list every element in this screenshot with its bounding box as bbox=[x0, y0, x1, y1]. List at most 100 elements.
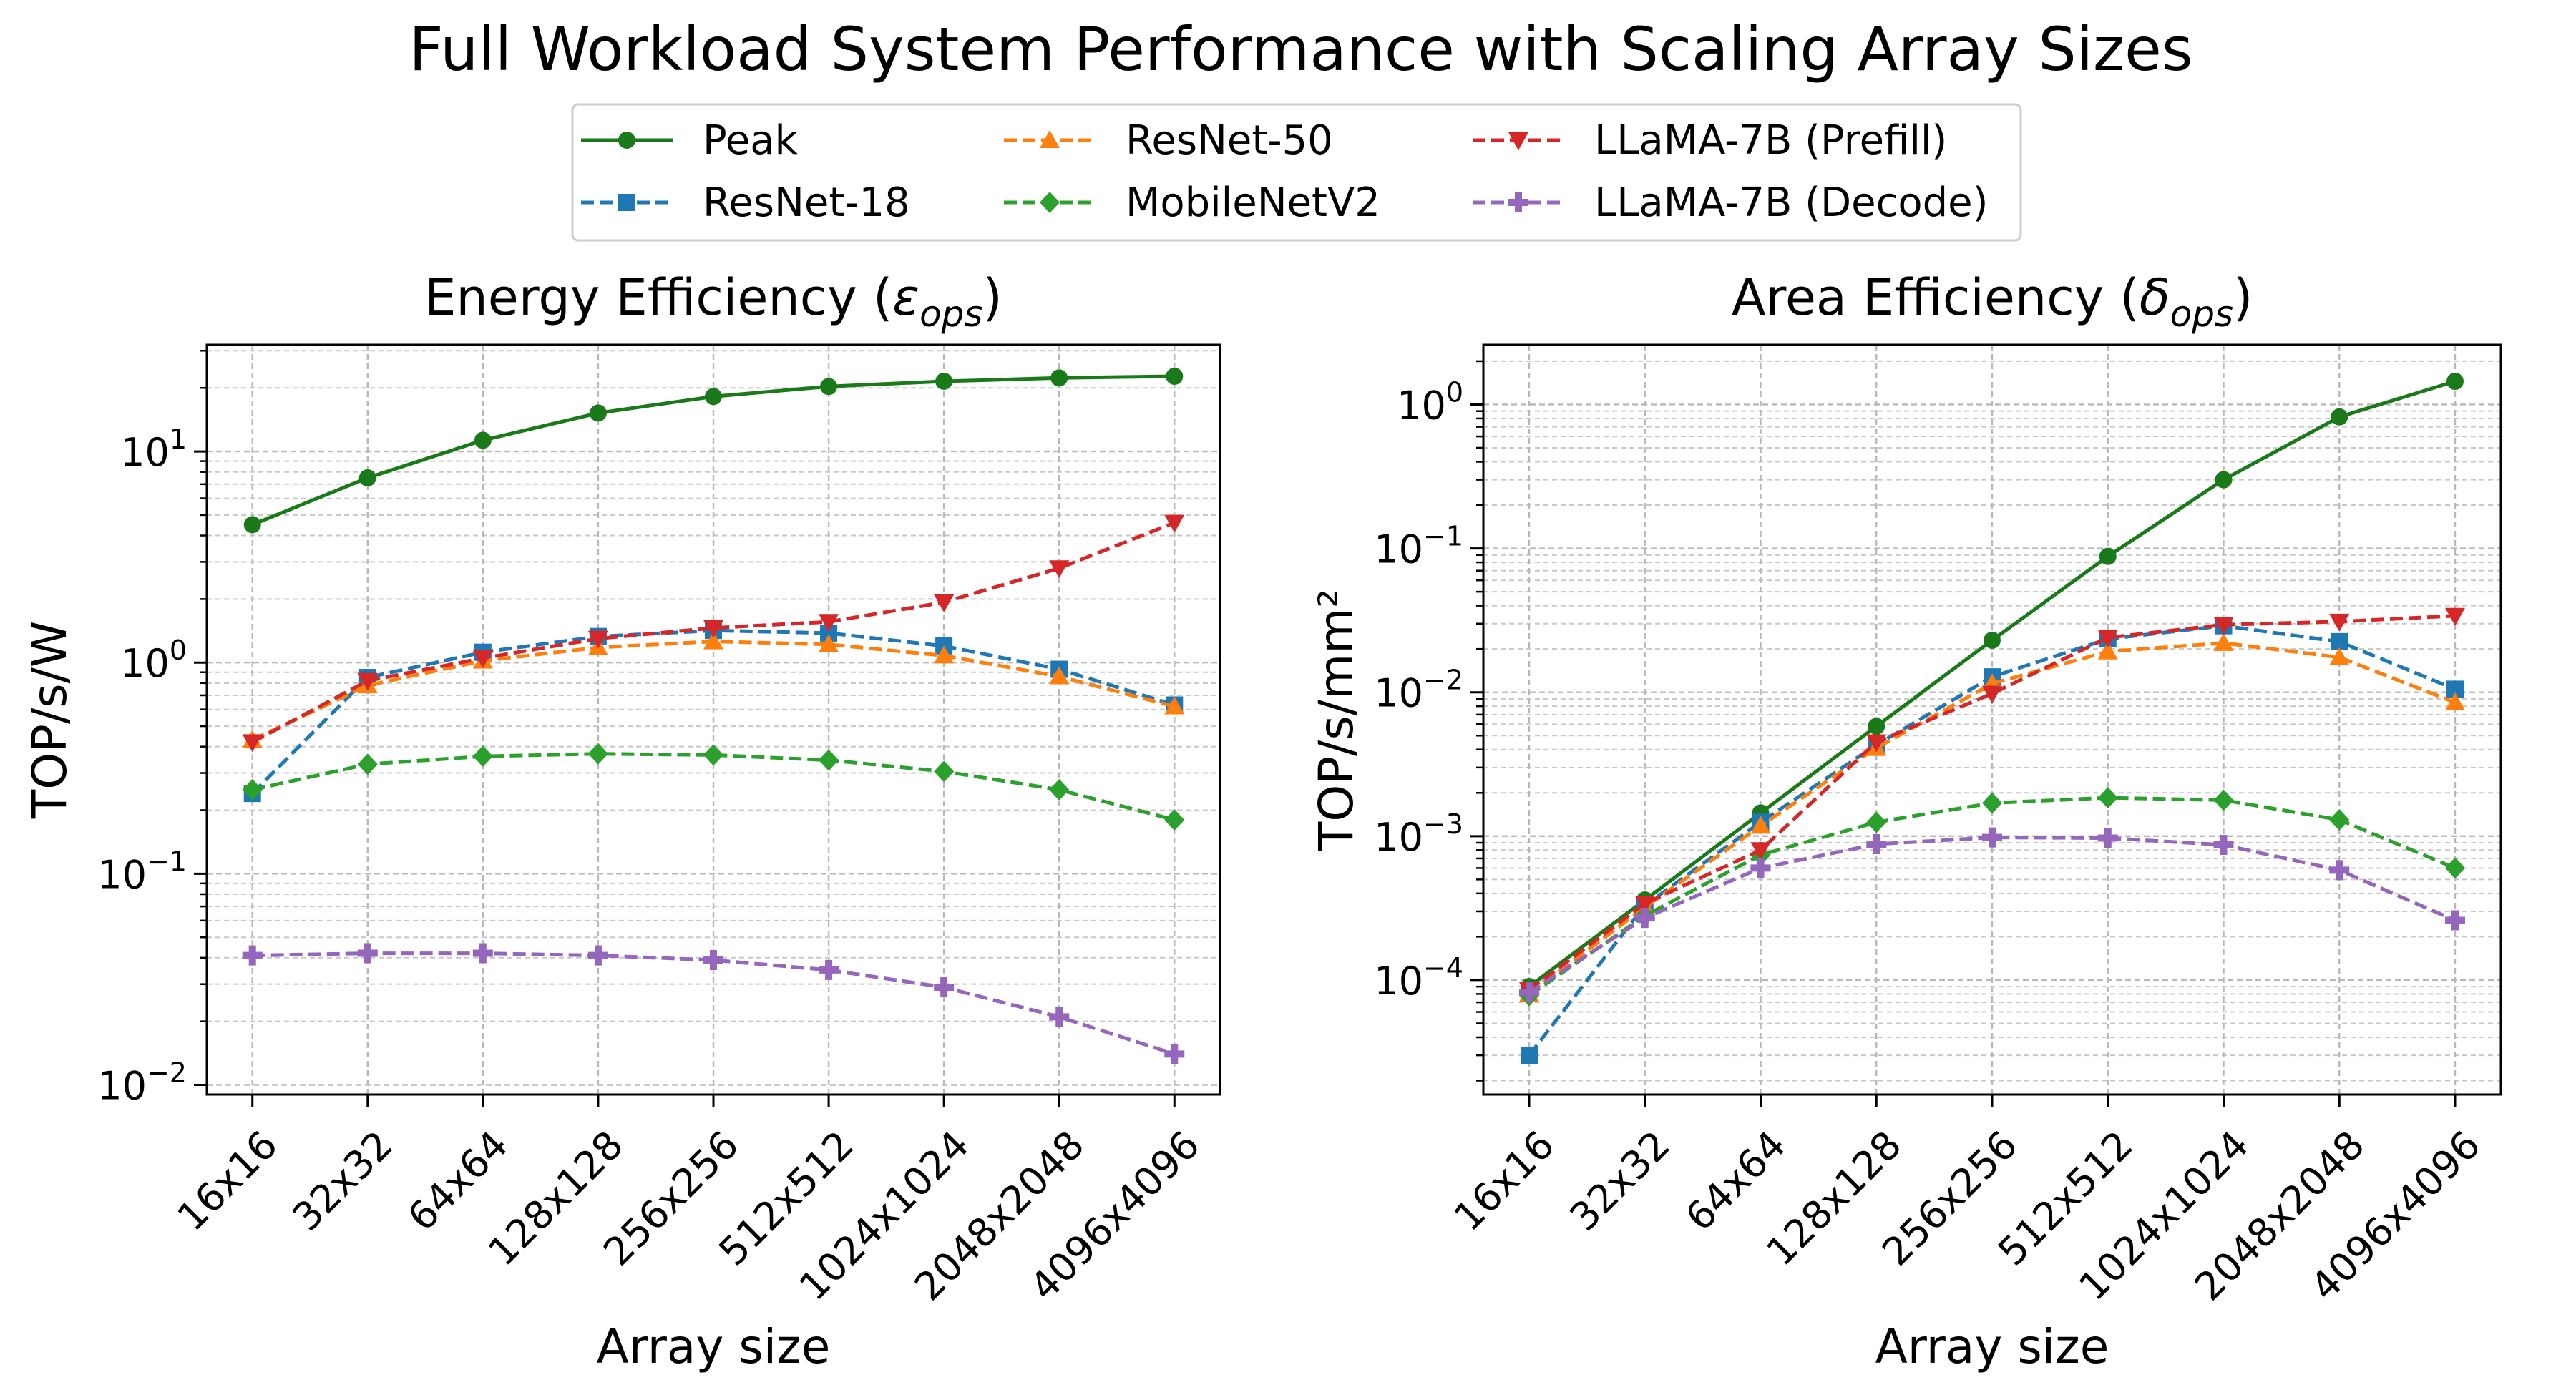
y-axis-label: TOP/s/W bbox=[22, 621, 77, 819]
data-point bbox=[1866, 734, 1887, 753]
series-llama-7b-decode bbox=[1518, 827, 2466, 1003]
data-point bbox=[935, 372, 953, 390]
data-point bbox=[2329, 647, 2350, 665]
x-tick-label: 64x64 bbox=[1677, 1122, 1794, 1240]
data-point bbox=[703, 744, 723, 766]
data-point bbox=[1750, 858, 1771, 878]
series-group bbox=[1518, 373, 2466, 1064]
data-point bbox=[357, 672, 378, 691]
legend-label: Peak bbox=[703, 117, 799, 164]
data-point bbox=[1049, 1007, 1070, 1027]
legend-marker-plus bbox=[1508, 192, 1528, 212]
data-point bbox=[703, 620, 723, 638]
data-point bbox=[819, 614, 839, 632]
data-point bbox=[819, 634, 839, 652]
data-point bbox=[472, 745, 493, 768]
y-tick-exponent: −1 bbox=[147, 846, 187, 877]
y-tick-label: 10−2 bbox=[1374, 665, 1463, 716]
data-point bbox=[1750, 842, 1771, 861]
data-point bbox=[1049, 778, 1070, 801]
data-point bbox=[2329, 808, 2350, 831]
data-point bbox=[1164, 696, 1185, 715]
y-tick-label: 10−4 bbox=[1374, 952, 1463, 1004]
plot-frame bbox=[205, 343, 1221, 1096]
data-point bbox=[2097, 828, 2118, 848]
series-line bbox=[251, 521, 1176, 744]
data-point bbox=[2446, 373, 2464, 391]
y-tick-base: 10 bbox=[1397, 383, 1446, 428]
data-point bbox=[703, 950, 723, 971]
figure-title: Full Workload System Performance with Sc… bbox=[409, 14, 2192, 84]
y-tick-exponent: 0 bbox=[170, 635, 187, 666]
data-point bbox=[1634, 896, 1655, 914]
data-point bbox=[1866, 833, 1887, 854]
data-point bbox=[819, 959, 839, 980]
legend-entry-mobilenetv2: MobileNetV2 bbox=[1004, 180, 1380, 226]
legend-label: MobileNetV2 bbox=[1126, 180, 1380, 226]
y-tick-label: 100 bbox=[1397, 376, 1463, 428]
legend: Peak ResNet-18 ResNet-50 MobileNetV2 LLaMA-7… bbox=[571, 103, 2022, 242]
data-point bbox=[2215, 471, 2233, 489]
data-point bbox=[1164, 809, 1185, 831]
legend-entry-peak: Peak bbox=[581, 117, 799, 164]
y-tick-label: 100 bbox=[120, 635, 187, 686]
legend-frame bbox=[571, 103, 2022, 242]
data-point bbox=[934, 645, 955, 664]
data-point bbox=[1982, 827, 2002, 848]
y-tick-exponent: −4 bbox=[1423, 952, 1463, 984]
y-tick-exponent: −1 bbox=[1423, 521, 1463, 552]
data-point bbox=[472, 943, 493, 964]
data-point bbox=[2445, 910, 2466, 931]
data-point bbox=[1049, 666, 1070, 685]
series-mobilenetv2 bbox=[1518, 787, 2466, 1007]
legend-label: LLaMA-7B (Decode) bbox=[1594, 180, 1988, 226]
data-point bbox=[2329, 860, 2350, 881]
data-point bbox=[1982, 685, 2002, 704]
legend-entry-resnet-18: ResNet-18 bbox=[581, 180, 910, 226]
data-point bbox=[474, 431, 492, 449]
data-point bbox=[1518, 982, 1539, 1003]
y-tick-base: 10 bbox=[1374, 671, 1423, 716]
x-axis-label: Array size bbox=[1875, 1319, 2109, 1374]
legend-label: LLaMA-7B (Prefill) bbox=[1594, 117, 1947, 164]
x-axis-label: Array size bbox=[597, 1319, 831, 1374]
data-point bbox=[2445, 607, 2466, 626]
legend-label: ResNet-18 bbox=[703, 180, 910, 226]
chart-title: Energy Efficiency (εops) bbox=[424, 268, 1002, 335]
legend-marker-triangle-up bbox=[1040, 130, 1060, 148]
x-tick-label: 16x16 bbox=[169, 1122, 286, 1240]
data-point bbox=[2445, 857, 2466, 879]
y-tick-exponent: 1 bbox=[170, 424, 187, 455]
y-tick-label: 101 bbox=[120, 424, 187, 475]
y-tick-label: 10−1 bbox=[1374, 521, 1463, 572]
data-point bbox=[1164, 514, 1185, 533]
y-tick-base: 10 bbox=[120, 430, 170, 475]
data-point bbox=[703, 631, 723, 650]
x-tick-label: 32x32 bbox=[284, 1122, 401, 1240]
legend-entry-resnet-50: ResNet-50 bbox=[1004, 117, 1333, 164]
series-line bbox=[1528, 641, 2456, 996]
series-line bbox=[252, 951, 1176, 1056]
x-tick-label: 32x32 bbox=[1561, 1122, 1679, 1240]
legend-marker-diamond bbox=[1040, 192, 1060, 213]
data-point bbox=[587, 630, 608, 649]
data-point bbox=[2329, 613, 2350, 632]
y-tick-exponent: −2 bbox=[1423, 665, 1463, 696]
data-point bbox=[2213, 834, 2234, 855]
data-point bbox=[357, 753, 378, 775]
series-line bbox=[252, 752, 1175, 822]
data-point bbox=[2213, 789, 2234, 811]
y-tick-label: 10−3 bbox=[1374, 808, 1463, 860]
y-tick-exponent: −2 bbox=[147, 1057, 187, 1088]
grid bbox=[1476, 345, 2501, 1095]
legend-marker-triangle-down bbox=[1508, 132, 1528, 150]
y-tick-base: 10 bbox=[97, 852, 147, 897]
y-tick-base: 10 bbox=[1374, 815, 1423, 860]
y-tick-base: 10 bbox=[120, 641, 170, 686]
data-point bbox=[1050, 369, 1068, 387]
data-point bbox=[242, 778, 263, 801]
data-point bbox=[1984, 631, 2001, 649]
